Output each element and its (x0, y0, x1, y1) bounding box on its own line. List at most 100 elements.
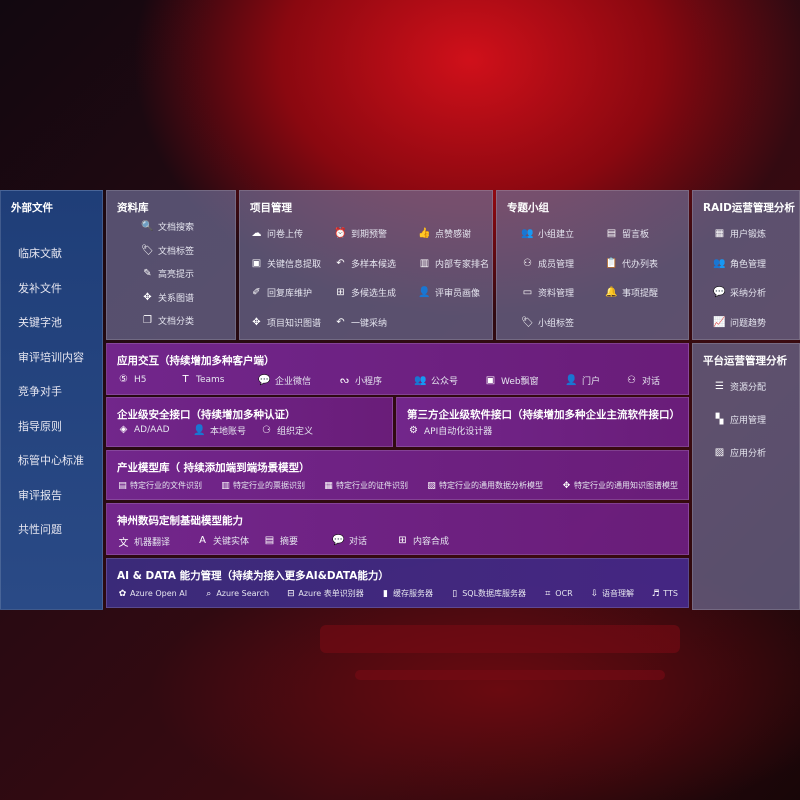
security-item[interactable]: ⚆ 组织定义 (260, 424, 313, 437)
item-label: 问题趋势 (730, 318, 767, 329)
app-item[interactable]: ▣ Web飘窗 (484, 374, 539, 387)
item-label: 到期预警 (351, 230, 388, 240)
industry-item[interactable]: ▦ 特定行业的证件识别 (323, 480, 408, 491)
group-item[interactable]: ▭ 资料管理 (521, 286, 574, 299)
industry-item[interactable]: ▤ 特定行业的文件识别 (117, 480, 202, 491)
group-item[interactable]: 👥 小组建立 (521, 227, 574, 240)
raid-item[interactable]: ▦ 用户锻炼 (713, 227, 766, 240)
search-doc-icon: ⌕ (206, 588, 212, 599)
industry-title: 产业模型库（ 持续添加端到端场景模型） (117, 462, 310, 474)
chart-icon: ▨ (714, 447, 725, 458)
item-label: Teams (196, 374, 225, 385)
base-item[interactable]: 文机器翻译 (117, 534, 171, 549)
project-item[interactable]: ↶ 一键采纳 (334, 316, 387, 329)
sidebar: 外部文件 临床文献 发补文件 关键字池 审评培训内容 竞争对手 指导原则 标管中心标准 审评报告… (0, 190, 103, 610)
library-item[interactable]: 🏷 文档标签 (141, 244, 194, 257)
app-item[interactable]: ⚇ 对话 (625, 374, 660, 387)
project-item[interactable]: ✥ 项目知识图谱 (250, 316, 321, 329)
sidebar-item[interactable]: 关键字池 (18, 316, 62, 329)
mini-program-icon: ᔓ (340, 375, 349, 386)
app-item[interactable]: 👤 门户 (565, 374, 600, 387)
app-item[interactable]: ⑤ H5 (117, 374, 147, 385)
item-label: SQL数据库服务器 (462, 589, 527, 598)
base-item[interactable]: ▤ 摘要 (263, 534, 298, 547)
platform-item[interactable]: ▨ 应用分析 (713, 446, 766, 459)
user-icon: 👤 (418, 287, 431, 298)
project-item[interactable]: ▣ 关键信息提取 (250, 257, 321, 270)
base-item[interactable]: 💬 对话 (332, 534, 367, 547)
platform-item[interactable]: ▚ 应用管理 (713, 413, 766, 426)
sidebar-item[interactable]: 审评培训内容 (18, 350, 84, 364)
project-item[interactable]: ✐ 回复库维护 (250, 286, 312, 299)
security-item[interactable]: ◈ AD/AAD (117, 424, 170, 435)
project-item[interactable]: ▥ 内部专家排名 (418, 257, 489, 270)
window-icon: ▣ (485, 375, 496, 386)
ai-item[interactable]: ♬ TTS (650, 589, 678, 599)
ai-item[interactable]: ⌗ OCR (542, 589, 573, 599)
raid-item[interactable]: 📈 问题趋势 (713, 316, 766, 329)
sidebar-item[interactable]: 竞争对手 (18, 385, 62, 398)
app-item[interactable]: 💬 企业微信 (258, 374, 311, 387)
item-label: AD/AAD (134, 424, 170, 435)
ai-items: ✿ Azure Open AI ⌕ Azure Search ⊟ Azure 表单识别器 ▮… (117, 588, 678, 599)
library-item[interactable]: 🔍 文档搜索 (141, 220, 194, 233)
ai-item[interactable]: ⊟ Azure 表单识别器 (285, 588, 364, 599)
sidebar-item[interactable]: 临床文献 (18, 247, 62, 260)
project-item[interactable]: ☁ 问卷上传 (250, 227, 304, 240)
sidebar-item[interactable]: 发补文件 (18, 281, 62, 295)
sidebar-item[interactable]: 共性问题 (18, 523, 62, 536)
platform-panel: 平台运营管理分析 ☰ 资源分配 ▚ 应用管理 ▨ 应用分析 (692, 343, 800, 610)
ai-item[interactable]: ▮ 缓存服务器 (380, 588, 433, 599)
ai-item[interactable]: ⌕ Azure Search (203, 589, 269, 599)
document-search-icon: 🔍 (141, 221, 154, 232)
industry-item[interactable]: ▥ 特定行业的票据识别 (220, 480, 305, 491)
project-item[interactable]: 👤 评审员画像 (418, 286, 480, 299)
group-item[interactable]: 🏷 小组标签 (521, 316, 574, 329)
receipt-icon: ▥ (221, 480, 230, 491)
group-item[interactable]: ▤ 留言板 (605, 227, 649, 240)
library-item[interactable]: ✥ 关系图谱 (141, 291, 194, 304)
app-item[interactable]: 👥 公众号 (414, 374, 458, 387)
project-title: 项目管理 (250, 202, 292, 214)
ai-item[interactable]: ✿ Azure Open AI (117, 589, 187, 599)
industry-items: ▤ 特定行业的文件识别 ▥ 特定行业的票据识别 ▦ 特定行业的证件识别 ▨ 特定行业的通用数据… (117, 480, 678, 491)
industry-item[interactable]: ▨ 特定行业的通用数据分析模型 (426, 480, 543, 491)
base-item[interactable]: ⊞ 内容合成 (396, 534, 449, 547)
project-item[interactable]: ⊞ 多候选生成 (334, 286, 396, 299)
third-item[interactable]: ⚙ API自动化设计器 (407, 424, 492, 437)
puzzle-icon: ⊞ (336, 287, 345, 298)
sidebar-item[interactable]: 标管中心标准 (18, 454, 84, 467)
decor-shape (320, 625, 680, 653)
puzzle-icon: ⊞ (398, 535, 407, 546)
security-title: 企业级安全接口（持续增加多种认证） (117, 409, 296, 421)
ai-item[interactable]: ⇩ 语音理解 (589, 588, 634, 599)
app-item[interactable]: T Teams (179, 374, 224, 385)
chat-icon: 💬 (258, 375, 271, 386)
app-item[interactable]: ᔓ 小程序 (338, 374, 382, 387)
item-label: 关系图谱 (158, 293, 195, 304)
security-item[interactable]: 👤 本地账号 (193, 424, 246, 437)
library-item[interactable]: ✎ 高亮提示 (141, 267, 194, 280)
industry-item[interactable]: ✥ 特定行业的通用知识图谱模型 (561, 480, 678, 491)
raid-item[interactable]: 👥 角色管理 (713, 257, 766, 270)
project-item[interactable]: ↶ 多样本候选 (334, 257, 396, 270)
ai-item[interactable]: ▯ SQL数据库服务器 (449, 588, 526, 599)
group-item[interactable]: 📋 代办列表 (605, 257, 658, 270)
platform-item[interactable]: ☰ 资源分配 (713, 380, 766, 393)
library-title: 资料库 (117, 202, 149, 214)
group-item[interactable]: 🔔 事项提醒 (605, 286, 658, 299)
graph-icon: ✥ (252, 316, 261, 328)
group-panel: 专题小组 👥 小组建立 ▤ 留言板 ⚇ 成员管理 📋 代办列表 ▭ 资料管理 🔔 事项提醒 🏷 小组标签 (496, 190, 689, 340)
item-label: 采纳分析 (730, 289, 767, 299)
project-item[interactable]: ⏰ 到期预警 (334, 227, 387, 240)
base-item[interactable]: A 关键实体 (196, 534, 249, 547)
item-label: H5 (134, 374, 147, 385)
raid-item[interactable]: 💬 采纳分析 (713, 286, 766, 299)
item-label: API自动化设计器 (424, 427, 493, 437)
group-item[interactable]: ⚇ 成员管理 (521, 257, 574, 270)
ranking-icon: ▥ (419, 257, 430, 269)
sidebar-item[interactable]: 指导原则 (18, 419, 62, 433)
library-item[interactable]: ❐ 文档分类 (141, 314, 194, 327)
sidebar-item[interactable]: 审评报告 (18, 488, 62, 502)
project-item[interactable]: 👍 点赞感谢 (418, 227, 471, 240)
